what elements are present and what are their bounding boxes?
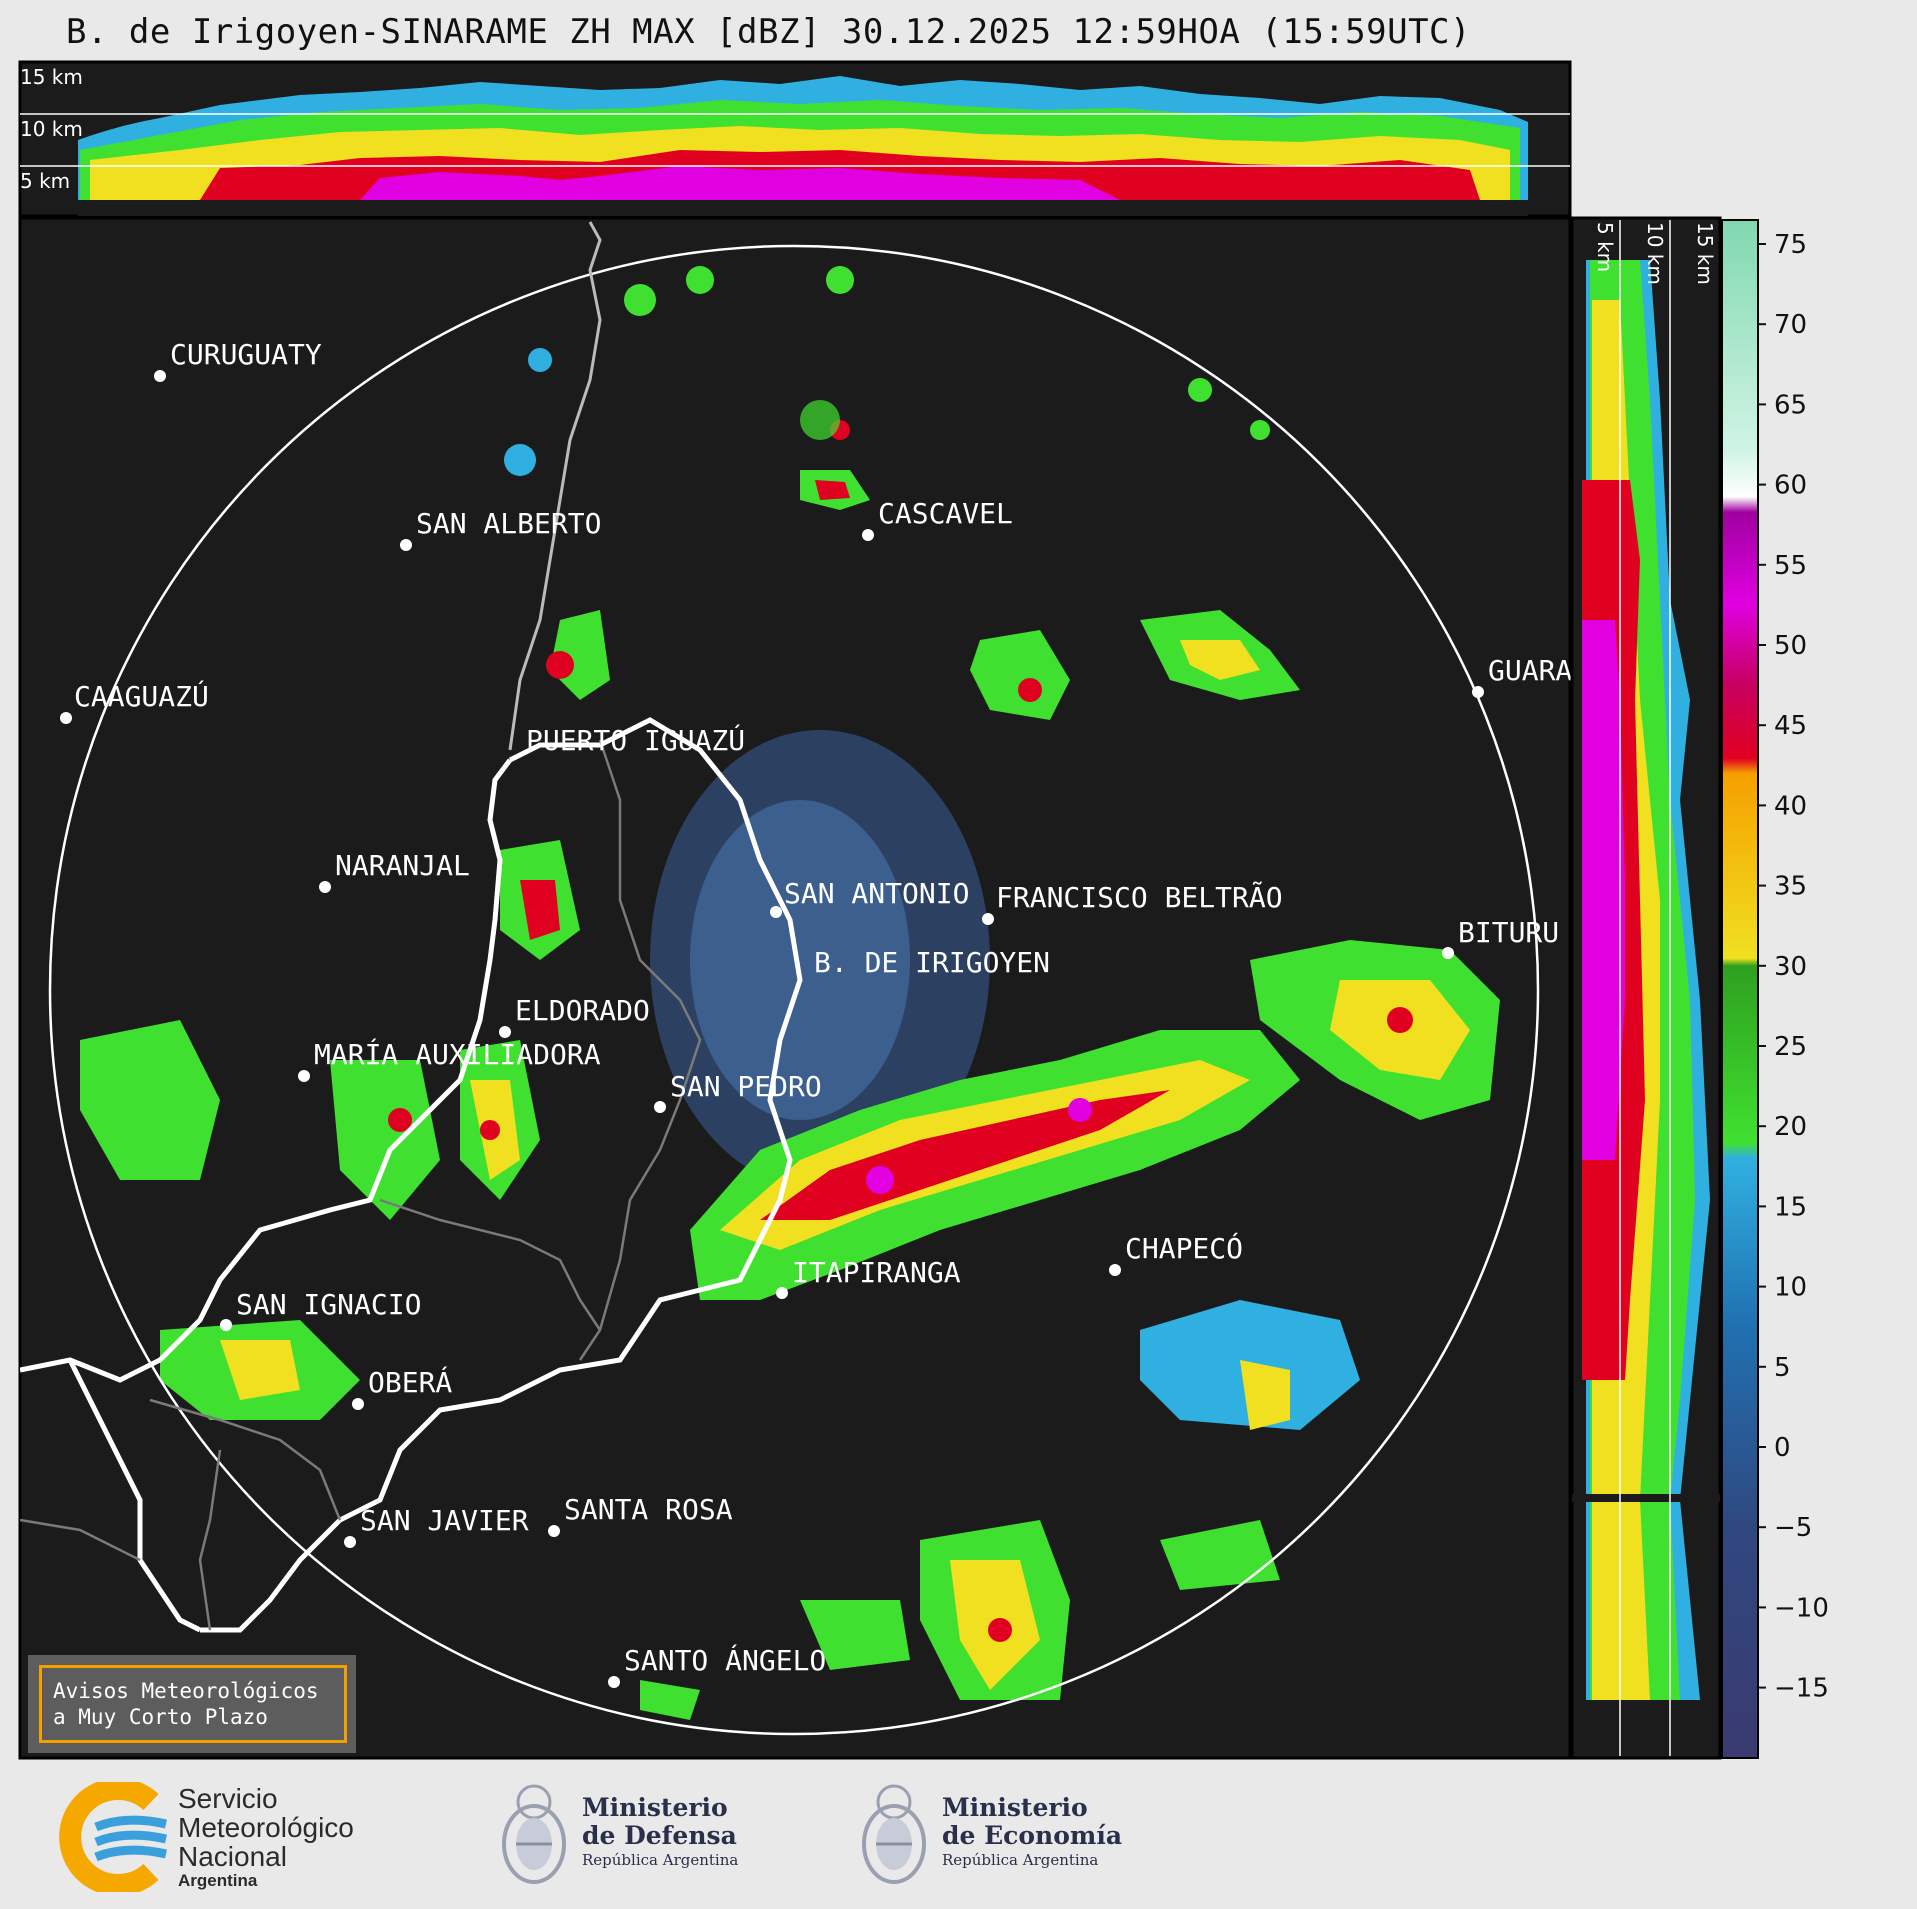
defensa-line-2: de Defensa — [582, 1821, 737, 1850]
economia-line-3: República Argentina — [942, 1851, 1099, 1869]
warning-line-2: a Muy Corto Plazo — [53, 1705, 268, 1729]
city-label: SAN PEDRO — [670, 1070, 822, 1103]
city-label: SANTA ROSA — [564, 1493, 733, 1526]
smn-line-4: Argentina — [178, 1871, 258, 1890]
colorbar-tick-label: 10 — [1774, 1273, 1807, 1303]
range-ring — [48, 244, 1540, 1736]
colorbar-tick-label: 30 — [1774, 952, 1807, 982]
defensa-line-3: República Argentina — [582, 1851, 739, 1869]
city-dot — [862, 529, 874, 541]
warning-box[interactable]: Avisos Meteorológicos a Muy Corto Plazo — [28, 1655, 356, 1753]
colorbar-tick-label: 5 — [1774, 1353, 1791, 1383]
warning-line-1: Avisos Meteorológicos — [53, 1679, 319, 1703]
city-label: CAAGUAZÚ — [74, 679, 209, 713]
city-markers: CURUGUATY SAN ALBERTO CASCAVEL CAAGUAZÚ … — [60, 338, 1572, 1688]
city-label: SAN ALBERTO — [416, 507, 601, 540]
city-label: SAN IGNACIO — [236, 1288, 421, 1321]
colorbar-tick-label: 70 — [1774, 310, 1807, 340]
economia-line-2: de Economía — [942, 1821, 1123, 1850]
coat-of-arms-icon — [502, 1784, 566, 1884]
city-dot — [60, 712, 72, 724]
smn-logo: Servicio Meteorológico Nacional Argentin… — [56, 1782, 396, 1892]
colorbar-tick-label: 50 — [1774, 631, 1807, 661]
colorbar-tick-label: 25 — [1774, 1032, 1807, 1062]
side-height-echoes — [1572, 260, 1720, 1700]
city-dot — [220, 1319, 232, 1331]
city-dot — [1109, 1264, 1121, 1276]
city-dot — [608, 1676, 620, 1688]
city-dot — [982, 913, 994, 925]
economia-logo: Ministerio de Economía República Argenti… — [854, 1772, 1134, 1892]
city-dot — [154, 370, 166, 382]
colorbar-tick-label: −10 — [1774, 1593, 1829, 1623]
city-dot — [776, 1287, 788, 1299]
defensa-line-1: Ministerio — [582, 1793, 728, 1822]
colorbar-tick-label: 75 — [1774, 230, 1807, 260]
colorbar-tick-label: 15 — [1774, 1192, 1807, 1222]
side-15km-label: 15 km — [1693, 222, 1717, 285]
radar-echoes — [80, 266, 1500, 1720]
city-dot — [1442, 947, 1454, 959]
top-10km-label: 10 km — [20, 117, 83, 141]
smn-line-2: Meteorológico — [178, 1812, 354, 1843]
city-label: OBERÁ — [368, 1365, 452, 1399]
city-label: B. DE IRIGOYEN — [814, 946, 1050, 979]
city-dot — [400, 539, 412, 551]
smn-line-3: Nacional — [178, 1841, 287, 1872]
colorbar-tick-label: 35 — [1774, 872, 1807, 902]
map-title: B. de Irigoyen-SINARAME ZH MAX [dBZ] 30.… — [66, 12, 1471, 52]
side-10km-label: 10 km — [1643, 222, 1667, 285]
city-dot — [770, 906, 782, 918]
top-15km-label: 15 km — [20, 65, 83, 89]
colorbar-tick-label: 60 — [1774, 471, 1807, 501]
colorbar — [1721, 219, 1759, 1759]
top-height-echoes — [78, 76, 1528, 216]
city-dot — [352, 1398, 364, 1410]
city-dot — [654, 1101, 666, 1113]
city-label: SAN JAVIER — [360, 1504, 529, 1537]
smn-logo-icon — [59, 1782, 167, 1892]
colorbar-tick-label: 55 — [1774, 551, 1807, 581]
economia-line-1: Ministerio — [942, 1793, 1088, 1822]
city-label: CURUGUATY — [170, 338, 322, 371]
colorbar-tick-label: 65 — [1774, 390, 1807, 420]
city-label: CHAPECÓ — [1125, 1231, 1243, 1265]
city-label: SANTO ÁNGELO — [624, 1643, 826, 1677]
city-label: ITAPIRANGA — [792, 1256, 961, 1289]
city-label: SAN ANTONIO — [784, 877, 969, 910]
city-dot — [319, 881, 331, 893]
city-dot — [1472, 686, 1484, 698]
city-dot — [548, 1525, 560, 1537]
city-label: NARANJAL — [335, 849, 470, 882]
colorbar-tick-label: 0 — [1774, 1433, 1791, 1463]
defensa-logo: Ministerio de Defensa República Argentin… — [494, 1772, 774, 1892]
city-dot — [499, 1026, 511, 1038]
city-label: CASCAVEL — [878, 497, 1013, 530]
colorbar-tick-label: 45 — [1774, 711, 1807, 741]
city-label: FRANCISCO BELTRÃO — [996, 881, 1283, 914]
city-dot — [344, 1536, 356, 1548]
side-5km-label: 5 km — [1593, 222, 1617, 272]
colorbar-tick-label: −5 — [1774, 1513, 1812, 1543]
coat-of-arms-icon — [862, 1784, 926, 1884]
city-label: GUARA — [1488, 654, 1572, 687]
colorbar-tick-label: 20 — [1774, 1112, 1807, 1142]
city-dot — [298, 1070, 310, 1082]
smn-line-1: Servicio — [178, 1783, 278, 1814]
city-label: BITURU — [1458, 916, 1559, 949]
borders — [20, 221, 803, 1633]
colorbar-tick-label: 40 — [1774, 791, 1807, 821]
city-label: ELDORADO — [515, 994, 650, 1027]
top-5km-label: 5 km — [20, 169, 70, 193]
city-label: PUERTO IGUAZÚ — [526, 723, 745, 757]
city-label: MARÍA AUXILIADORA — [314, 1037, 601, 1071]
colorbar-tick-label: −15 — [1774, 1674, 1829, 1704]
